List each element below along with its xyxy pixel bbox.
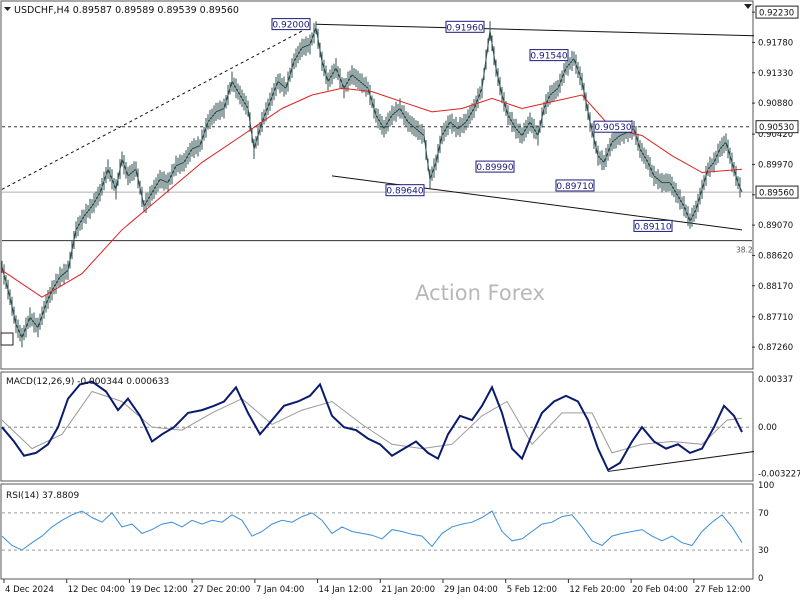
price-tick-label: 0.89970	[758, 160, 793, 170]
time-tick-label: 29 Jan 04:00	[444, 585, 498, 595]
annotation-0.91540: 0.91540	[529, 49, 569, 62]
price-tag-current: 0.89560	[755, 185, 799, 199]
annotation-0.90530: 0.90530	[593, 120, 633, 133]
annotation-0.89640: 0.89640	[385, 184, 425, 197]
watermark: Action Forex	[415, 281, 545, 305]
dropdown-arrow-icon[interactable]	[4, 7, 11, 11]
rsi-levels	[2, 512, 752, 551]
price-tag-label: 0.90530	[759, 123, 794, 133]
macd-y-axis: 0.00337 0.00 -0.003227	[758, 375, 800, 479]
price-tick-label: 0.88170	[758, 282, 793, 292]
price-tick-label: 0.87260	[758, 343, 793, 353]
annotation-label: 38.2	[736, 245, 753, 254]
time-tick-label: 20 Feb 04:00	[632, 585, 688, 595]
price-tag-top: 0.92230	[755, 5, 799, 19]
macd-tick-label: 0.00337	[758, 375, 793, 385]
price-tick-label: 0.89070	[758, 221, 793, 231]
macd-tick-label: 0.00	[758, 423, 777, 433]
annotation-box	[633, 219, 673, 232]
trendline-1[interactable]	[315, 23, 755, 37]
macd-panel-frame	[0, 371, 754, 482]
annotation-box	[385, 184, 425, 197]
price-tick-label: 0.91330	[758, 69, 793, 79]
annotation-box	[529, 49, 569, 62]
left-edge-tag-box	[0, 332, 14, 346]
price-tick-label: 0.90880	[758, 99, 793, 109]
annotation-0.92000: 0.92000	[271, 18, 311, 31]
price-tag-label: 0.92230	[759, 9, 794, 19]
annotation-label: 0.89990	[476, 163, 513, 173]
price-tag-box	[755, 5, 799, 19]
rsi-tick-label: 30	[758, 546, 769, 556]
annotation-label: 0.92000	[272, 21, 309, 31]
time-tick-label: 19 Dec 12:00	[130, 585, 187, 595]
annotation-label: 0.89110	[634, 222, 671, 232]
annotation-0.91960: 0.91960	[445, 20, 485, 33]
rsi-panel-frame	[0, 483, 754, 580]
time-tick-label: 12 Dec 04:00	[68, 585, 125, 595]
annotation-0.89710: 0.89710	[555, 179, 595, 192]
price-tick-label: 0.91780	[758, 38, 793, 48]
price-panel-frame	[0, 0, 754, 370]
annotation-label: 0.90530	[594, 123, 631, 133]
time-tick-label: 27 Dec 20:00	[193, 585, 250, 595]
rsi-tick-label: 0	[758, 574, 763, 584]
rsi-y-axis: 100 70 30 0	[758, 481, 774, 584]
price-annotations: 0.92000 0.91960 0.91540 0.90530 0.89990 0.897…	[271, 18, 753, 254]
price-tick-label: 0.87710	[758, 313, 793, 323]
time-tick-label: 12 Feb 20:00	[569, 585, 625, 595]
macd-tick-label: -0.003227	[758, 469, 800, 479]
annotation-box	[445, 20, 485, 33]
left-edge-tag	[0, 332, 14, 346]
price-tick-label: 0.90420	[758, 130, 793, 140]
price-tag-label: 0.89560	[759, 189, 794, 199]
time-tick-label: 27 Feb 12:00	[695, 585, 751, 595]
macd-series	[1, 380, 755, 472]
annotation-label: 0.89640	[386, 187, 423, 197]
time-tick-label: 14 Jan 12:00	[319, 585, 373, 595]
trendline-0[interactable]	[1, 30, 303, 190]
price-line	[1, 25, 743, 339]
symbol-line: USDCHF,H4 0.89587 0.89589 0.89539 0.8956…	[14, 5, 239, 16]
annotation-box	[475, 160, 515, 173]
time-tick-label: 5 Feb 12:00	[507, 585, 557, 595]
annotation-0.89990: 0.89990	[475, 160, 515, 173]
time-axis: 4 Dec 2024 12 Dec 04:00 19 Dec 12:00 27 Dec…	[3, 579, 751, 595]
rsi-line	[1, 510, 743, 551]
rsi-tick-label: 70	[758, 509, 769, 519]
price-tick-label: 0.88620	[758, 251, 793, 261]
annotation-38.2: 38.2	[736, 245, 753, 254]
rsi-series	[1, 510, 743, 551]
time-tick-label: 7 Jan 04:00	[256, 585, 304, 595]
annotation-label: 0.91540	[530, 52, 567, 62]
annotation-box	[271, 18, 311, 31]
annotation-label: 0.89710	[556, 182, 593, 192]
price-tag-box	[755, 120, 799, 134]
macd-line	[1, 380, 743, 472]
annotation-box	[593, 120, 633, 133]
price-y-axis: 0.92230 0.91780 0.91330 0.90880 0.90420 0.899…	[0, 5, 799, 353]
macd-title: MACD(12,26,9) -0.000344 0.000633	[6, 377, 169, 387]
annotation-label: 0.91960	[446, 23, 483, 33]
rsi-tick-label: 100	[758, 481, 774, 491]
rsi-title: RSI(14) 37.8809	[6, 491, 79, 501]
annotation-box	[555, 179, 595, 192]
price-tag-hline: 0.90530	[755, 120, 799, 134]
time-tick-label: 21 Jan 20:00	[381, 585, 435, 595]
macd-signal-line	[1, 390, 743, 454]
time-tick-label: 4 Dec 2024	[5, 585, 54, 595]
price-tag-box	[755, 185, 799, 199]
annotation-0.89110: 0.89110	[633, 219, 673, 232]
collapse-triangle-icon[interactable]	[744, 4, 752, 9]
macd-trendline[interactable]	[607, 450, 755, 472]
